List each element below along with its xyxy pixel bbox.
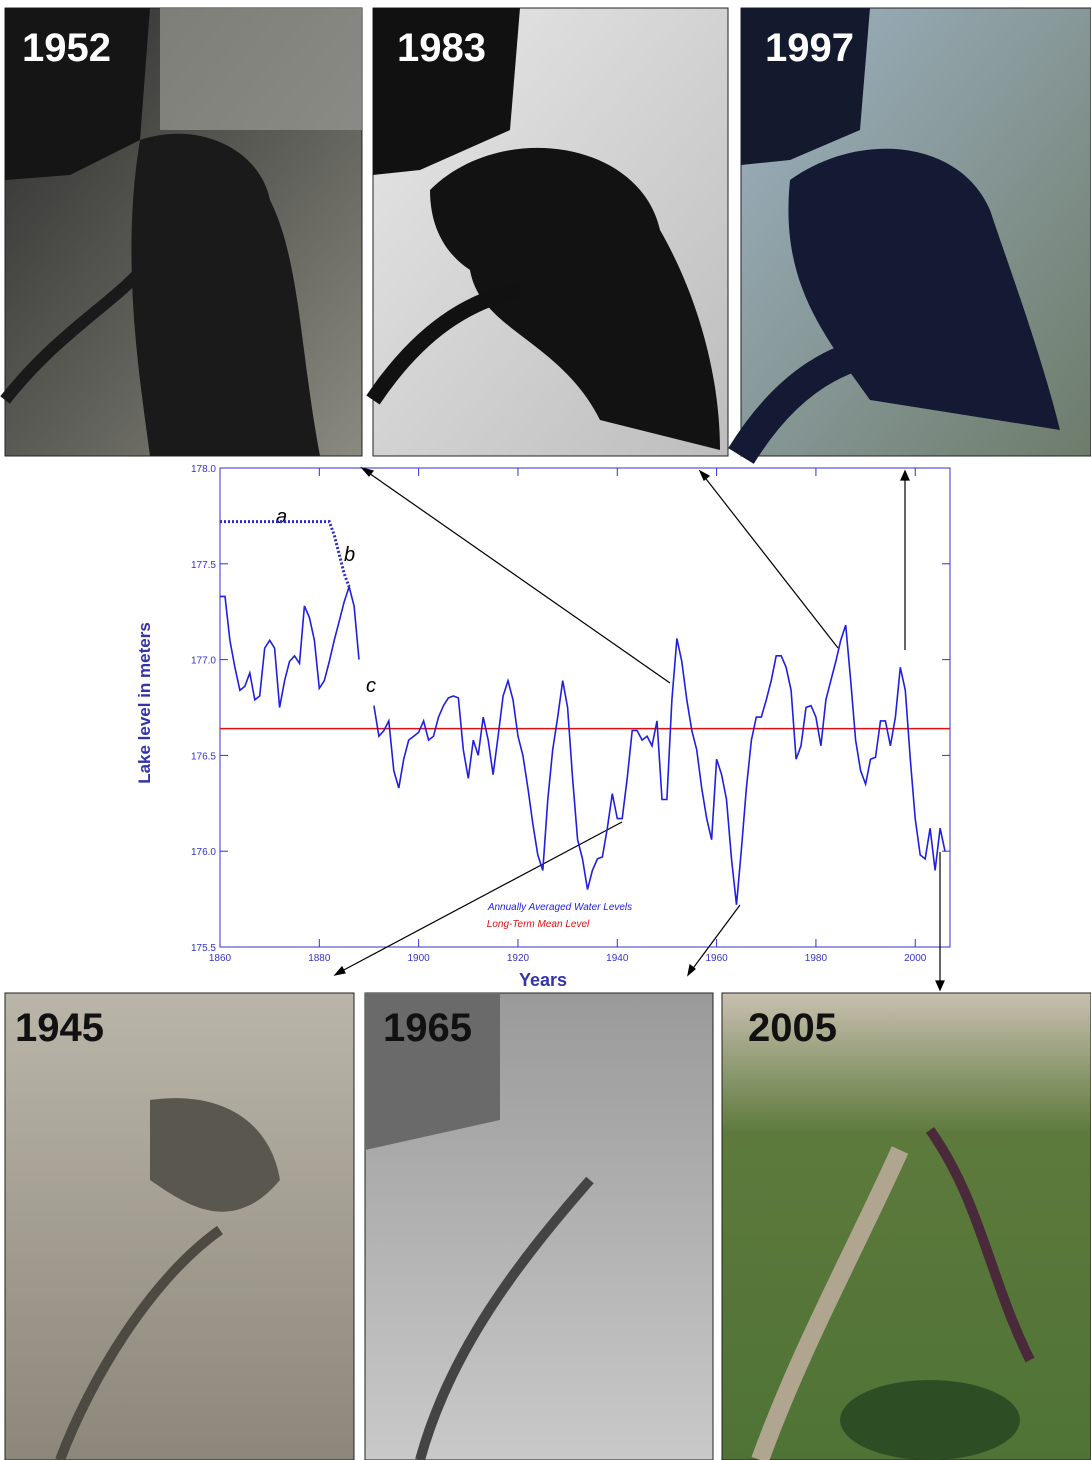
x-tick-label: 1940 [606, 953, 629, 964]
photo-1983: 1983 [373, 8, 728, 456]
legend-entry: Long-Term Mean Level [487, 919, 590, 930]
photo-2005: 2005 [722, 993, 1091, 1460]
y-tick-label: 176.5 [191, 751, 216, 762]
annotation: c [366, 675, 376, 697]
photo-1952: 1952 [5, 8, 362, 456]
photo-year: 1945 [15, 1006, 104, 1050]
photo-year: 1952 [22, 26, 111, 70]
photo-year: 2005 [748, 1006, 837, 1050]
photo-1945: 1945 [5, 993, 354, 1460]
x-axis-title: Years [519, 970, 567, 990]
y-tick-label: 176.0 [191, 847, 216, 858]
y-tick-label: 177.5 [191, 560, 216, 571]
annotation: a [276, 506, 287, 528]
photo-year: 1983 [397, 26, 486, 70]
y-axis-title: Lake level in meters [135, 622, 154, 784]
annotation: b [344, 544, 355, 566]
photo-year: 1997 [765, 26, 854, 70]
x-tick-label: 1900 [408, 953, 431, 964]
x-tick-label: 1880 [308, 953, 331, 964]
figure: 1952 1983 1997 1945 1965 2005 Lake level… [0, 0, 1091, 1460]
x-tick-label: 1980 [805, 953, 828, 964]
photo-year: 1965 [383, 1006, 472, 1050]
photo-1965: 1965 [365, 993, 713, 1460]
x-tick-label: 1860 [209, 953, 232, 964]
legend-entry: Annually Averaged Water Levels [487, 902, 632, 913]
x-tick-label: 1920 [507, 953, 530, 964]
y-tick-label: 177.0 [191, 656, 216, 667]
photo-1997: 1997 [741, 8, 1091, 456]
y-tick-label: 178.0 [191, 464, 216, 475]
x-tick-label: 2000 [904, 953, 927, 964]
x-tick-label: 1960 [705, 953, 728, 964]
